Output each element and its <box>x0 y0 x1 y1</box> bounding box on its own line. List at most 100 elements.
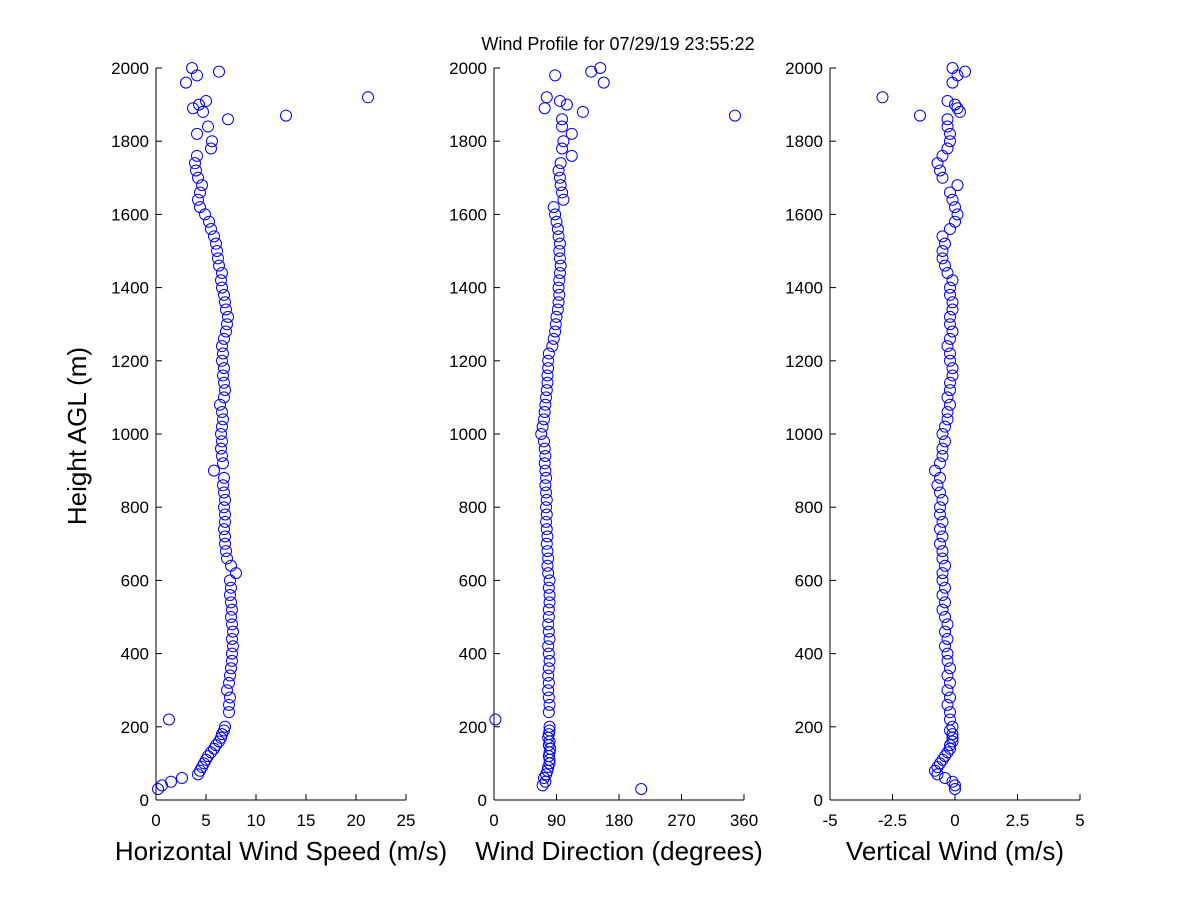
data-point <box>944 384 956 397</box>
data-point <box>944 186 956 199</box>
data-point <box>553 288 566 301</box>
data-point <box>542 347 555 360</box>
data-point <box>214 398 226 411</box>
data-point <box>549 208 562 221</box>
y-tick-label: 0 <box>814 791 823 810</box>
data-point <box>931 479 944 492</box>
data-point <box>553 237 566 250</box>
data-point <box>216 281 228 294</box>
data-point <box>222 310 234 323</box>
y-tick-label: 1200 <box>785 352 823 371</box>
data-point <box>218 724 230 737</box>
data-point <box>216 420 228 433</box>
data-point <box>936 530 949 543</box>
data-point <box>216 354 228 367</box>
data-point <box>550 310 563 323</box>
data-point <box>215 442 227 455</box>
data-point <box>539 398 552 411</box>
data-point <box>941 406 954 419</box>
data-point <box>941 94 954 107</box>
data-point <box>218 501 230 514</box>
y-tick-label: 1600 <box>785 205 823 224</box>
data-point <box>222 113 234 126</box>
data-point <box>876 91 889 104</box>
data-point <box>549 318 562 331</box>
data-point <box>540 493 553 506</box>
data-point <box>542 625 555 638</box>
data-point <box>542 662 555 675</box>
data-point <box>542 581 555 594</box>
y-tick-label: 1200 <box>111 352 149 371</box>
data-point <box>542 647 555 660</box>
y-tick-label: 400 <box>459 645 487 664</box>
data-point <box>208 464 220 477</box>
data-point <box>542 354 555 367</box>
data-point <box>635 783 648 796</box>
data-point <box>219 384 231 397</box>
data-point <box>541 376 554 389</box>
data-point <box>939 420 951 433</box>
data-point <box>539 464 552 477</box>
data-point <box>939 259 951 272</box>
data-point <box>946 735 959 748</box>
data-point <box>543 724 556 737</box>
data-point <box>215 428 227 440</box>
data-point <box>946 193 959 206</box>
data-point <box>941 120 954 133</box>
data-point <box>936 230 949 243</box>
data-point <box>538 102 551 115</box>
data-point <box>931 157 944 170</box>
data-point <box>225 596 237 609</box>
data-point <box>216 406 228 419</box>
data-point <box>217 479 229 492</box>
data-point <box>941 632 954 645</box>
data-point <box>215 274 227 287</box>
x-tick-label: 2.5 <box>1006 811 1030 830</box>
data-point <box>936 245 949 257</box>
data-point <box>939 581 951 594</box>
data-point <box>194 186 206 199</box>
data-point <box>941 266 954 279</box>
data-point <box>944 691 956 704</box>
data-point <box>944 347 956 360</box>
data-point <box>936 545 949 558</box>
data-point <box>541 545 554 558</box>
data-point <box>944 676 956 689</box>
data-point <box>936 753 949 766</box>
data-point <box>553 171 566 184</box>
data-point <box>226 654 238 667</box>
y-tick-label: 1400 <box>449 279 487 298</box>
data-point <box>554 179 567 192</box>
x-tick-label: -2.5 <box>878 811 907 830</box>
data-point <box>939 772 951 785</box>
data-point <box>944 223 956 236</box>
data-point <box>218 332 230 345</box>
x-tick-label: -5 <box>822 811 837 830</box>
data-point <box>944 135 956 148</box>
x-tick-label: 360 <box>730 811 758 830</box>
data-point <box>946 303 959 316</box>
data-point <box>216 435 228 448</box>
data-point <box>552 164 565 177</box>
data-point <box>542 362 555 375</box>
y-tick-label: 1800 <box>449 132 487 151</box>
data-point <box>556 113 569 126</box>
data-point <box>936 171 949 184</box>
data-point <box>205 746 217 759</box>
data-point <box>226 647 238 660</box>
data-point <box>226 603 238 616</box>
data-point <box>550 215 563 228</box>
data-point <box>206 135 218 148</box>
data-point <box>191 127 203 140</box>
data-point <box>218 376 230 389</box>
data-point <box>944 281 956 294</box>
data-point <box>227 640 239 653</box>
data-point <box>176 772 188 785</box>
data-point <box>220 303 232 316</box>
data-point <box>218 288 230 301</box>
x-axis-label: Wind Direction (degrees) <box>475 836 763 866</box>
data-point <box>934 537 946 550</box>
data-point <box>934 523 946 536</box>
data-point <box>936 552 949 565</box>
